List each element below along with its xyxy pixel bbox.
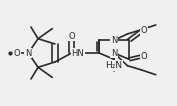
Text: O: O (141, 52, 147, 61)
Text: O: O (141, 26, 147, 35)
Text: N: N (25, 49, 32, 57)
Text: H₂N: H₂N (106, 61, 123, 70)
Text: HN: HN (71, 49, 84, 57)
Text: N: N (111, 36, 117, 45)
Text: O: O (68, 32, 75, 40)
Text: N: N (111, 49, 117, 57)
Text: O: O (13, 49, 20, 57)
